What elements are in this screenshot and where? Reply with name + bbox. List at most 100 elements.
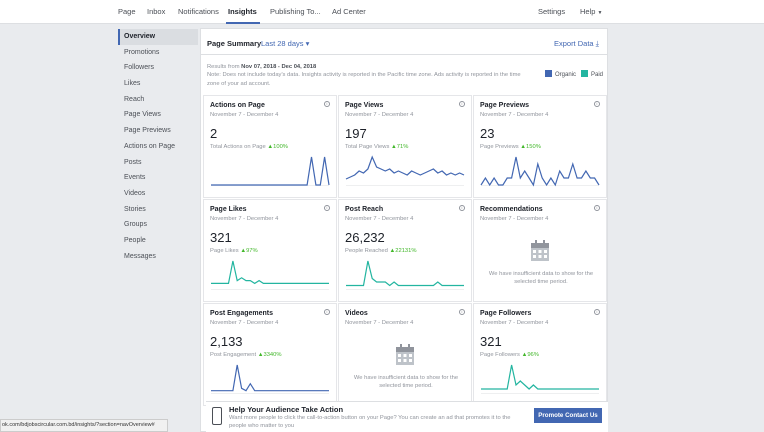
metric-label: Page Previews [480, 144, 519, 150]
sidebar-item-page-views[interactable]: Page Views [124, 111, 161, 119]
sidebar-item-reach[interactable]: Reach [124, 95, 145, 103]
card-title: Recommendations [480, 206, 543, 213]
card-title: Page Likes [210, 206, 247, 213]
sidebar-item-likes[interactable]: Likes [124, 80, 141, 88]
info-icon[interactable]: i [594, 309, 600, 315]
card-date-range: November 7 - December 4 [210, 216, 279, 222]
sidebar-item-promotions[interactable]: Promotions [124, 48, 160, 56]
card-value: 2 [210, 126, 218, 141]
sparkline-chart [211, 156, 330, 186]
card-page-previews[interactable]: Page Previews i November 7 - December 4 23 P… [473, 95, 607, 198]
card-title: Post Engagements [210, 310, 274, 317]
page-summary-title: Page Summary [207, 39, 262, 48]
sparkline-series [211, 260, 329, 285]
tab-page[interactable]: Page [118, 7, 136, 16]
divider [201, 54, 607, 55]
card-value: 26,232 [345, 230, 385, 245]
card-page-likes[interactable]: Page Likes i November 7 - December 4 321 Pag… [203, 199, 337, 302]
card-date-range: November 7 - December 4 [480, 112, 549, 118]
info-icon[interactable]: i [324, 309, 330, 315]
sparkline-chart [211, 364, 329, 394]
info-icon[interactable]: i [459, 309, 465, 315]
tab-publishing-tools[interactable]: Publishing To... [270, 7, 321, 16]
card-date-range: November 7 - December 4 [345, 216, 414, 222]
metric-label: Page Likes [210, 248, 239, 254]
sparkline-series [346, 260, 464, 287]
sparkline-chart [346, 260, 464, 290]
paid-swatch [581, 70, 588, 77]
card-title: Page Previews [480, 102, 530, 109]
insufficient-data-message: We have insufficient data to show for th… [488, 271, 594, 286]
tab-inbox[interactable]: Inbox [147, 7, 166, 16]
info-icon[interactable]: i [594, 101, 600, 107]
card-videos[interactable]: Videos i November 7 - December 4 We have in… [338, 303, 472, 406]
trend-up-icon: ▲ [257, 352, 264, 358]
promote-contact-us-button[interactable]: Promote Contact Us [534, 408, 602, 423]
cta-title: Help Your Audience Take Action [229, 405, 344, 414]
info-icon[interactable]: i [324, 205, 330, 211]
sidebar-item-groups[interactable]: Groups [124, 221, 147, 229]
percent-change: 71% [396, 144, 409, 150]
card-metric-label: Total Page Views ▲71% [345, 144, 408, 150]
date-range-dropdown[interactable]: Last 28 days ▾ [261, 39, 310, 48]
trend-up-icon: ▲ [391, 144, 397, 150]
tab-insights[interactable]: Insights [228, 7, 257, 16]
organic-swatch [545, 70, 552, 77]
sparkline-chart [345, 155, 465, 186]
card-actions-on-page[interactable]: Actions on Page i November 7 - December 4 2… [203, 95, 337, 198]
results-prefix: Results from [207, 64, 240, 70]
info-icon[interactable]: i [459, 205, 465, 211]
percent-change: 97% [246, 248, 258, 254]
sidebar-item-events[interactable]: Events [124, 174, 146, 182]
help-menu[interactable]: Help ▼ [580, 7, 602, 16]
card-title: Post Reach [345, 206, 384, 213]
export-data-link[interactable]: Export Data ⤓ [554, 39, 599, 49]
card-value: 321 [480, 334, 502, 349]
card-page-followers[interactable]: Page Followers i November 7 - December 4 32… [473, 303, 607, 406]
card-metric-label: Post Engagement ▲3340% [210, 352, 282, 358]
sidebar-item-stories[interactable]: Stories [124, 205, 146, 213]
legend-paid: Paid [581, 70, 603, 78]
results-note: Results from Nov 07, 2018 - Dec 04, 2018… [207, 63, 527, 88]
card-metric-label: Page Followers ▲96% [480, 352, 539, 358]
legend-organic: Organic [545, 70, 576, 78]
percent-change: 96% [527, 352, 539, 358]
sidebar-item-posts[interactable]: Posts [124, 158, 142, 166]
sidebar-item-actions-on-page[interactable]: Actions on Page [124, 142, 175, 150]
info-icon[interactable]: i [324, 101, 330, 107]
trend-up-icon: ▲ [267, 144, 274, 150]
tab-notifications[interactable]: Notifications [178, 7, 219, 16]
sidebar-item-people[interactable]: People [124, 236, 146, 244]
sidebar-item-overview[interactable]: Overview [118, 29, 198, 45]
card-post-engagements[interactable]: Post Engagements i November 7 - December 4… [203, 303, 337, 406]
trend-up-icon: ▲ [521, 352, 528, 358]
percent-change: 100% [273, 144, 288, 150]
insufficient-data-message: We have insufficient data to show for th… [353, 375, 459, 390]
metric-label: Total Page Views [345, 144, 390, 150]
trend-up-icon: ▲ [240, 248, 247, 254]
card-value: 321 [210, 230, 232, 245]
insights-note: Note: Does not include today's data. Ins… [207, 72, 521, 87]
metric-label: Total Actions on Page [210, 144, 266, 150]
tab-ad-center[interactable]: Ad Center [332, 7, 366, 16]
sidebar-item-followers[interactable]: Followers [124, 64, 154, 72]
sparkline-series [480, 156, 600, 187]
percent-change: 3340% [263, 352, 282, 358]
active-tab-indicator [226, 22, 260, 24]
sidebar-item-videos[interactable]: Videos [124, 189, 146, 197]
sidebar-item-page-previews[interactable]: Page Previews [124, 127, 171, 135]
card-post-reach[interactable]: Post Reach i November 7 - December 4 26,232… [338, 199, 472, 302]
download-icon: ⤓ [595, 39, 599, 48]
metric-label: People Reached [345, 248, 388, 254]
sparkline-chart [480, 156, 600, 187]
sidebar-item-messages[interactable]: Messages [124, 252, 156, 260]
card-recommendations[interactable]: Recommendations i November 7 - December 4 W… [473, 199, 607, 302]
page-summary-panel: Page Summary Last 28 days ▾ Export Data … [200, 28, 608, 432]
percent-change: 150% [526, 144, 541, 150]
info-icon[interactable]: i [459, 101, 465, 107]
calendar-icon [531, 240, 549, 261]
card-page-views[interactable]: Page Views i November 7 - December 4 197 Tot… [338, 95, 472, 198]
card-value: 23 [480, 126, 495, 141]
info-icon[interactable]: i [594, 205, 600, 211]
settings-link[interactable]: Settings [538, 7, 566, 16]
